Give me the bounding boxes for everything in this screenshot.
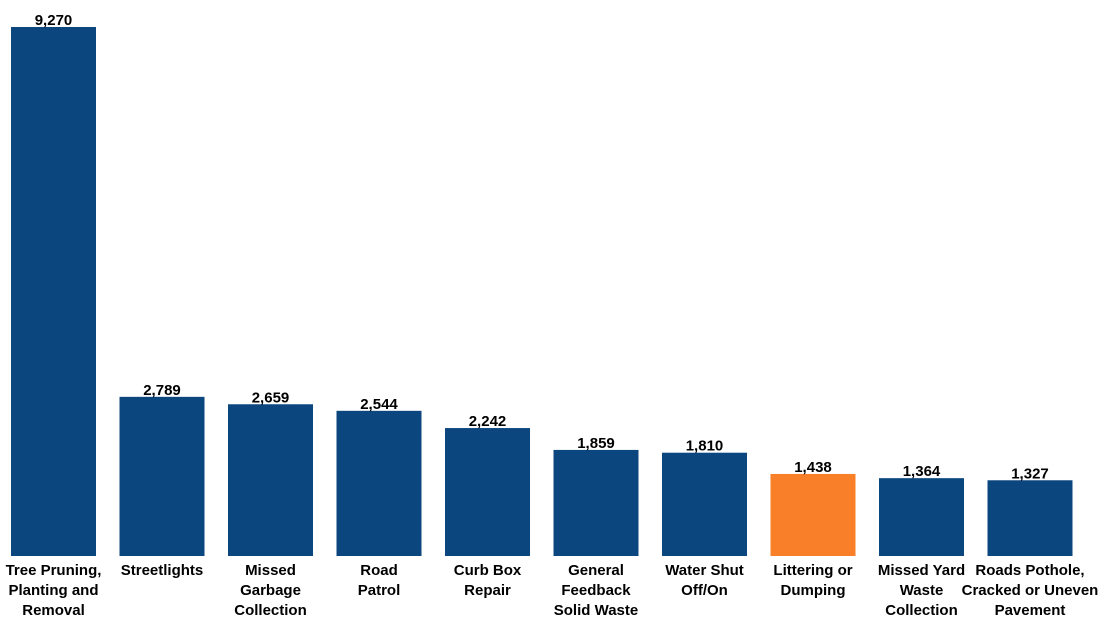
category-label-line: Planting and bbox=[9, 582, 99, 599]
category-label-line: Feedback bbox=[561, 582, 631, 599]
bars-group bbox=[11, 27, 1073, 556]
value-label-6: 1,859 bbox=[577, 435, 615, 452]
category-label-3: Missed Garbage Collection bbox=[234, 562, 307, 619]
value-labels-group: 9,270 2,789 2,659 2,544 2,242 1,859 1,810 1,438… bbox=[35, 12, 1049, 482]
value-label-7: 1,810 bbox=[686, 438, 724, 455]
category-label-line: Streetlights bbox=[121, 562, 204, 579]
category-label-line: Water Shut bbox=[665, 562, 744, 579]
category-label-line: Roads Pothole, bbox=[975, 562, 1084, 579]
category-label-line: Dumping bbox=[781, 582, 846, 599]
value-label-3: 2,659 bbox=[252, 389, 290, 406]
category-label-line: Waste bbox=[900, 582, 944, 599]
category-label-line: Solid Waste bbox=[554, 602, 638, 619]
category-label-1: Tree Pruning, Planting and Removal bbox=[6, 562, 102, 619]
value-label-10: 1,327 bbox=[1011, 465, 1049, 482]
category-label-7: Water Shut Off/On bbox=[665, 562, 744, 599]
category-label-line: Curb Box bbox=[454, 562, 522, 579]
category-label-2: Streetlights bbox=[121, 562, 204, 579]
bar-8 bbox=[770, 473, 856, 556]
value-label-1: 9,270 bbox=[35, 12, 73, 29]
category-label-line: Garbage bbox=[240, 582, 301, 599]
category-label-line: Pavement bbox=[995, 602, 1066, 619]
value-label-2: 2,789 bbox=[143, 382, 181, 399]
category-label-line: Cracked or Uneven bbox=[962, 582, 1099, 599]
bar-3 bbox=[228, 404, 313, 556]
category-label-5: Curb Box Repair bbox=[454, 562, 522, 599]
category-labels-group: Tree Pruning, Planting and Removal Streetli… bbox=[6, 562, 1099, 619]
bar-7 bbox=[662, 452, 747, 556]
value-label-5: 2,242 bbox=[469, 413, 507, 430]
bar-5 bbox=[445, 428, 530, 556]
category-label-line: Collection bbox=[885, 602, 958, 619]
category-label-9: Missed Yard Waste Collection bbox=[878, 562, 965, 619]
category-label-line: Missed Yard bbox=[878, 562, 965, 579]
category-label-line: Off/On bbox=[681, 582, 728, 599]
bar-10 bbox=[987, 480, 1073, 556]
bar-4 bbox=[336, 410, 422, 556]
bar-6 bbox=[553, 449, 639, 556]
category-label-line: Repair bbox=[464, 582, 511, 599]
category-label-10: Roads Pothole, Cracked or Uneven Pavement bbox=[962, 562, 1099, 619]
category-label-line: Removal bbox=[22, 602, 85, 619]
category-label-4: Road Patrol bbox=[358, 562, 401, 599]
bar-1 bbox=[11, 27, 96, 556]
value-label-4: 2,544 bbox=[360, 396, 398, 413]
bar-2 bbox=[119, 396, 205, 556]
category-label-line: Collection bbox=[234, 602, 307, 619]
category-label-line: Missed bbox=[245, 562, 296, 579]
category-label-line: Patrol bbox=[358, 582, 401, 599]
category-label-8: Littering or Dumping bbox=[773, 562, 852, 599]
category-label-line: Road bbox=[360, 562, 398, 579]
category-label-line: Tree Pruning, bbox=[6, 562, 102, 579]
category-label-line: General bbox=[568, 562, 624, 579]
category-label-6: General Feedback Solid Waste bbox=[554, 562, 638, 619]
value-label-9: 1,364 bbox=[903, 463, 941, 480]
category-label-line: Littering or bbox=[773, 562, 852, 579]
bar-9 bbox=[879, 478, 964, 556]
value-label-8: 1,438 bbox=[794, 459, 832, 476]
